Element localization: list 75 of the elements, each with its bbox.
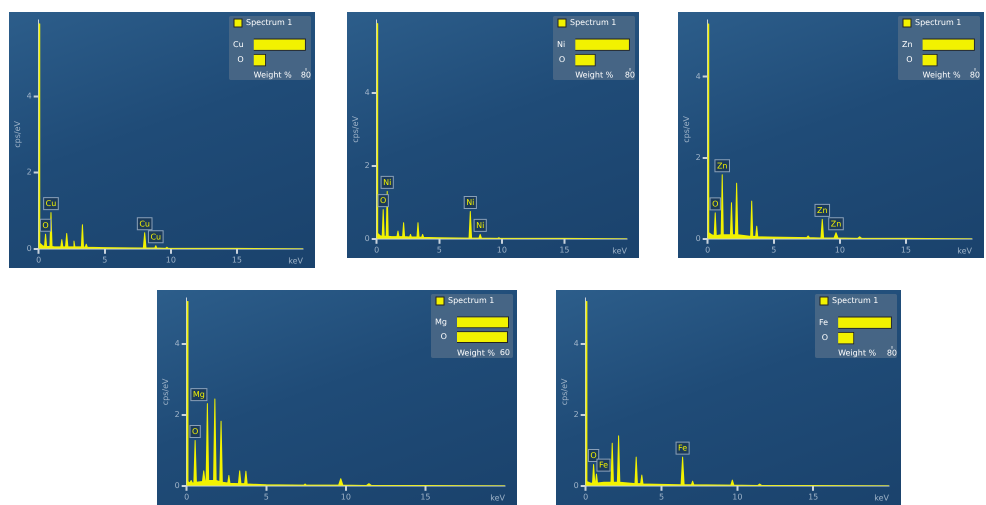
x-axis-title: Weight % bbox=[456, 348, 496, 358]
annotation: O bbox=[380, 196, 386, 206]
annotation: O bbox=[42, 220, 49, 230]
x-tick-label: 10 bbox=[340, 492, 351, 502]
y-tick-label: 0 bbox=[574, 480, 579, 490]
x-tick-label: 0 bbox=[583, 492, 588, 502]
x-axis-title: Weight % bbox=[922, 70, 961, 80]
x-axis-title: Weight % bbox=[838, 348, 876, 358]
y-tick-label: 0 bbox=[174, 480, 180, 490]
y-tick-label: 2 bbox=[364, 160, 370, 170]
x-axis-title: keV bbox=[612, 246, 628, 256]
annotation: Ni bbox=[383, 178, 392, 187]
x-tick-label: 15 bbox=[420, 492, 431, 502]
annotation: Fe bbox=[598, 460, 608, 470]
y-tick-label: 2 bbox=[26, 168, 32, 177]
x-tick-label: 5 bbox=[264, 492, 269, 502]
y-tick-label: 4 bbox=[574, 339, 579, 348]
x-axis-title: keV bbox=[288, 256, 304, 266]
x-tick-label: 10 bbox=[732, 492, 742, 502]
y-tick-label: 4 bbox=[174, 339, 180, 348]
x-axis-title: keV bbox=[874, 493, 890, 502]
annotation: Cu bbox=[46, 199, 56, 208]
annotation: O bbox=[590, 451, 597, 460]
annotation: Fe bbox=[678, 444, 688, 453]
y-tick-label: 0 bbox=[364, 234, 370, 243]
x-axis-title: Weight % bbox=[575, 70, 614, 80]
y-axis-title: cps/eV bbox=[12, 120, 22, 148]
y-tick-label: 2 bbox=[174, 410, 180, 420]
annotation: Cu bbox=[150, 232, 162, 242]
y-tick-label: 4 bbox=[696, 72, 701, 81]
x-tick-label: 10 bbox=[166, 256, 176, 265]
y-tick-label: 0 bbox=[696, 234, 701, 243]
y-axis-title: cps/eV bbox=[682, 116, 691, 143]
x-tick-label: 5 bbox=[436, 246, 442, 255]
annotation: 60 bbox=[500, 348, 510, 358]
y-tick-label: 2 bbox=[696, 152, 701, 162]
x-tick-label: 80 bbox=[970, 70, 980, 80]
x-axis-title: keV bbox=[490, 493, 506, 502]
x-tick-label: 15 bbox=[808, 492, 818, 502]
y-axis-title: cps/eV bbox=[560, 378, 569, 406]
legend-label: Spectrum 1 bbox=[915, 18, 962, 28]
y-tick-label: 2 bbox=[574, 410, 579, 420]
x-tick-label: 10 bbox=[496, 246, 507, 255]
legend-label: Spectrum 1 bbox=[246, 18, 292, 28]
x-axis-title: Weight % bbox=[254, 70, 292, 80]
annotation: Mg bbox=[192, 390, 205, 400]
y-axis-title: cps/eV bbox=[350, 116, 360, 143]
x-tick-label: 0 bbox=[184, 492, 190, 502]
x-tick-label: 15 bbox=[559, 246, 570, 255]
x-tick-label: 0 bbox=[705, 246, 710, 255]
annotation: O bbox=[712, 199, 718, 208]
annotation: Ni bbox=[466, 198, 474, 208]
annotation: Zn bbox=[830, 219, 842, 228]
x-tick-label: 5 bbox=[102, 256, 108, 265]
x-tick-label: 15 bbox=[232, 256, 242, 265]
x-tick-label: 80 bbox=[886, 348, 898, 358]
series-label: Spectrum 1 bbox=[832, 296, 878, 306]
annotation: Cu bbox=[139, 219, 150, 228]
series-label: Spectrum 1 bbox=[448, 296, 494, 306]
annotation: O bbox=[192, 427, 198, 436]
x-tick-label: 15 bbox=[900, 246, 912, 255]
x-axis-title: keV bbox=[957, 246, 973, 256]
x-tick-label: 0 bbox=[36, 256, 42, 265]
x-tick-label: 5 bbox=[658, 492, 664, 502]
x-tick-label: 5 bbox=[771, 246, 776, 255]
x-tick-label: 0 bbox=[374, 246, 380, 255]
x-tick-label: 80 bbox=[624, 70, 636, 80]
y-tick-label: 4 bbox=[26, 91, 32, 100]
y-axis-title: cps/eV bbox=[160, 378, 170, 406]
annotation: Ni bbox=[476, 221, 484, 230]
series-label: Spectrum 1 bbox=[570, 18, 616, 28]
annotation: Zn bbox=[716, 161, 728, 170]
y-tick-label: 4 bbox=[364, 88, 370, 98]
x-tick-label: 10 bbox=[834, 246, 845, 255]
x-tick-label: 80 bbox=[300, 70, 312, 80]
